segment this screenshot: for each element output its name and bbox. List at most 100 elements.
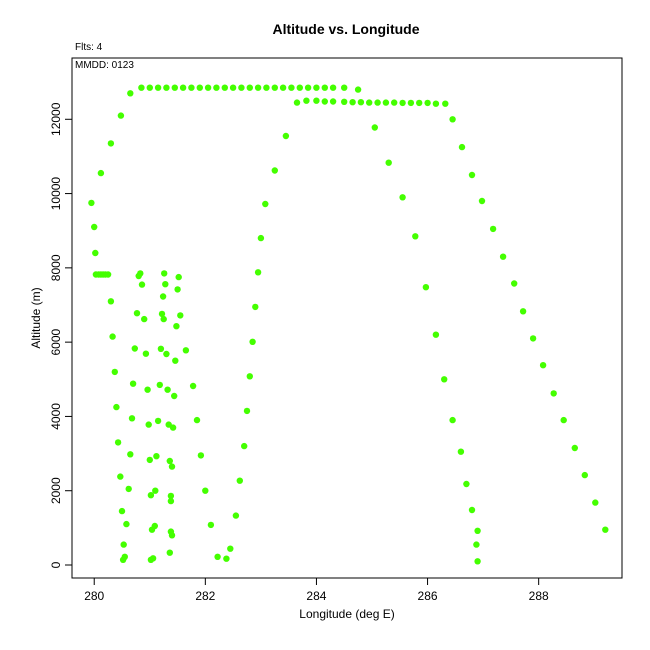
data-point (119, 556, 127, 563)
x-tick-label: 286 (418, 589, 438, 603)
data-point (424, 99, 431, 107)
data-point (118, 507, 126, 515)
flights-annotation: Flts: 4 (75, 42, 103, 53)
data-point (254, 84, 262, 91)
data-point (246, 373, 253, 380)
x-tick-label: 284 (306, 589, 326, 603)
data-point (196, 84, 203, 91)
data-point (177, 312, 184, 319)
data-point (243, 407, 251, 415)
data-point (241, 442, 248, 450)
y-tick-label: 2000 (49, 477, 63, 504)
data-point (581, 471, 588, 479)
data-point (399, 99, 406, 107)
data-point (458, 143, 466, 151)
data-point (161, 270, 168, 277)
data-point (197, 452, 205, 459)
data-point (449, 116, 456, 123)
data-point (321, 84, 328, 91)
data-point (227, 545, 234, 552)
data-point (189, 382, 197, 390)
data-point (138, 281, 146, 288)
data-point (422, 284, 430, 291)
data-point (171, 84, 178, 91)
data-point (169, 424, 177, 431)
data-point (232, 512, 240, 519)
data-point (157, 345, 165, 352)
data-point (329, 98, 337, 105)
data-point (374, 99, 381, 106)
data-point (357, 99, 365, 106)
data-point (382, 99, 390, 106)
data-point (144, 386, 151, 393)
data-point (236, 477, 243, 484)
data-point (117, 112, 125, 119)
data-point (263, 84, 270, 91)
data-point (238, 84, 245, 91)
data-point (127, 90, 134, 97)
data-point (246, 84, 253, 91)
data-point (279, 84, 287, 91)
data-point (88, 199, 95, 207)
x-tick-label: 288 (529, 589, 549, 603)
data-point (221, 84, 228, 91)
data-point (149, 555, 157, 562)
data-point (156, 381, 163, 389)
data-point (172, 357, 179, 364)
data-point (223, 555, 230, 562)
data-point (449, 416, 456, 424)
data-point (550, 390, 557, 397)
data-point (385, 159, 392, 166)
data-point (142, 350, 150, 357)
data-point (366, 99, 373, 106)
data-point (173, 323, 180, 330)
data-point (163, 84, 170, 91)
data-point (592, 499, 599, 506)
plot-frame (71, 57, 623, 579)
data-point (313, 84, 320, 91)
y-tick-label: 8000 (49, 254, 63, 281)
data-point (499, 253, 507, 260)
data-point (125, 485, 132, 493)
data-point (168, 532, 176, 539)
data-point (129, 380, 137, 387)
data-point (560, 416, 567, 424)
data-point (207, 521, 215, 529)
data-point (442, 100, 449, 107)
data-point (341, 84, 348, 91)
data-point (109, 333, 116, 340)
data-point (282, 132, 290, 140)
data-point (92, 249, 99, 257)
data-point (120, 541, 127, 548)
data-point (213, 84, 220, 91)
data-point (137, 270, 144, 277)
data-point (146, 84, 153, 91)
data-point (158, 310, 166, 318)
data-point (271, 167, 278, 174)
data-point (168, 463, 176, 470)
data-point (107, 298, 115, 305)
data-point (151, 522, 158, 530)
data-point (257, 234, 265, 242)
y-tick-label: 10000 (49, 177, 63, 211)
data-point (147, 492, 155, 499)
data-point (432, 100, 440, 107)
data-point (204, 84, 212, 91)
data-point (463, 480, 470, 488)
data-point (474, 527, 481, 534)
data-point (167, 492, 175, 500)
y-tick-label: 0 (49, 561, 63, 568)
data-point (159, 293, 167, 300)
data-point (141, 315, 148, 323)
data-point (457, 448, 465, 455)
data-point (171, 392, 178, 400)
data-point (399, 194, 406, 201)
data-point (91, 223, 98, 231)
data-point (271, 84, 278, 91)
data-point (296, 84, 303, 91)
data-point (391, 99, 398, 106)
data-point (407, 99, 415, 107)
y-axis: 0 2000 4000 6000 8000 10000 12000 (49, 102, 72, 568)
data-point (114, 439, 122, 446)
